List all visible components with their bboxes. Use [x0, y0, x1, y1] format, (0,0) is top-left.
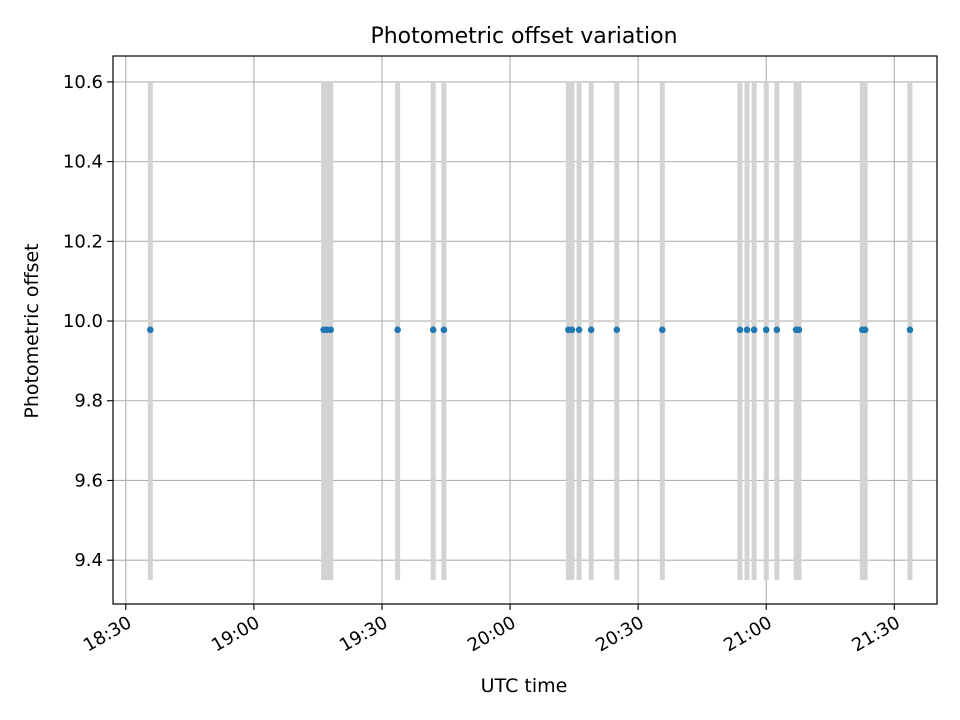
x-tick-label: 18:30 — [80, 612, 135, 656]
y-tick-label: 10.6 — [63, 72, 103, 93]
x-tick-label: 21:00 — [720, 612, 775, 656]
data-points — [147, 326, 914, 334]
plot-frame — [112, 55, 938, 605]
data-point — [587, 326, 595, 334]
y-tick-label: 9.6 — [74, 470, 103, 491]
data-point — [327, 326, 335, 334]
data-point — [743, 326, 751, 334]
data-point — [568, 326, 576, 334]
data-point — [429, 326, 437, 334]
y-tick-label: 9.4 — [74, 550, 103, 571]
x-axis-label: UTC time — [481, 675, 568, 697]
data-point — [659, 326, 666, 334]
data-point — [861, 326, 869, 334]
x-tick-label: 21:30 — [848, 612, 903, 656]
data-point — [613, 326, 621, 334]
data-point — [762, 326, 770, 334]
y-tick-label: 9.8 — [74, 391, 103, 412]
y-tick-label: 10.4 — [63, 152, 103, 173]
x-tick-label: 19:00 — [208, 612, 263, 656]
data-point — [795, 326, 803, 334]
data-point — [394, 326, 401, 334]
data-point — [147, 326, 154, 334]
data-point — [773, 326, 781, 334]
data-point — [575, 326, 583, 334]
grid — [113, 56, 937, 604]
chart-title: Photometric offset variation — [370, 24, 677, 49]
data-point — [906, 326, 914, 334]
x-tick-label: 19:30 — [336, 612, 391, 656]
data-point — [440, 326, 448, 334]
data-point — [736, 326, 744, 334]
x-tick-label: 20:30 — [592, 612, 647, 656]
x-tick-label: 20:00 — [464, 612, 519, 656]
y-axis-label: Photometric offset — [21, 243, 43, 418]
x-axis-ticks: 18:30 19:00 19:30 20:00 20:30 21:00 21:30 — [80, 604, 904, 656]
y-axis-ticks: 9.4 9.6 9.8 10.0 10.2 10.4 10.6 — [63, 72, 113, 571]
y-tick-label: 10.0 — [63, 311, 103, 332]
y-tick-label: 10.2 — [63, 231, 103, 252]
data-point — [750, 326, 758, 334]
